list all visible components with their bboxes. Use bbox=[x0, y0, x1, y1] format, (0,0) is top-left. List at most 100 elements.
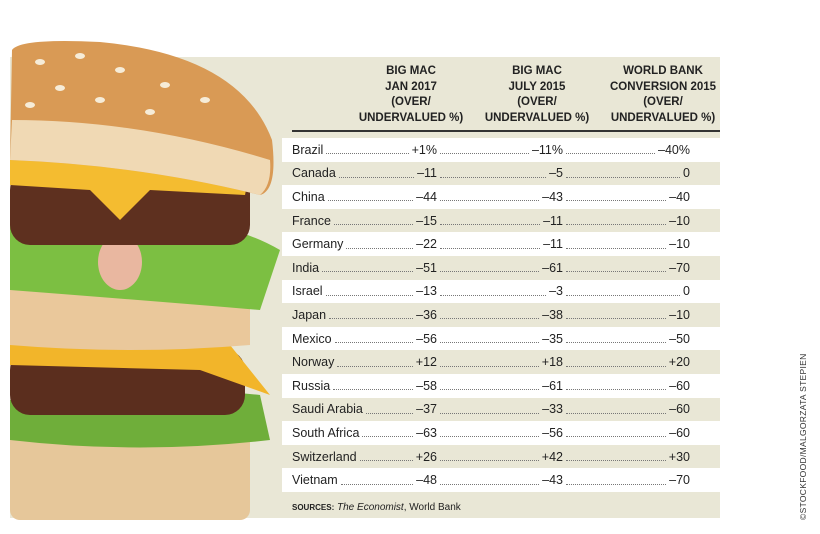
country-name: Saudi Arabia bbox=[292, 402, 363, 417]
column-header: BIG MAC JULY 2015 (OVER/UNDERVALUED %) bbox=[474, 64, 600, 126]
burger-image bbox=[10, 41, 280, 520]
cell-value: –38 bbox=[542, 307, 563, 322]
country-name: France bbox=[292, 213, 331, 228]
cell-value: –33 bbox=[542, 402, 563, 417]
cell-value: –43 bbox=[542, 189, 563, 204]
country-name: Israel bbox=[292, 284, 323, 299]
table-row: Germany –22 –11 –10 bbox=[282, 232, 720, 256]
table-row: Saudi Arabia –37 –33 –60 bbox=[282, 398, 720, 422]
row-segment: Mexico –56 bbox=[292, 327, 437, 351]
dot-leader bbox=[333, 224, 414, 226]
dot-leader bbox=[566, 176, 681, 178]
row-segment: –11 bbox=[437, 232, 563, 256]
cell-value: –11% bbox=[531, 142, 563, 157]
table-row: France –15 –11 –10 bbox=[282, 209, 720, 233]
cell-value: –11 bbox=[543, 237, 563, 252]
dot-leader bbox=[440, 271, 540, 273]
dot-leader bbox=[326, 153, 409, 155]
row-segment: –10 bbox=[563, 232, 690, 256]
table-row: Mexico –56 –35 –50 bbox=[282, 326, 720, 351]
row-segment: France –15 bbox=[292, 209, 437, 233]
row-segment: –60 bbox=[563, 421, 690, 445]
row-segment: Canada –11 bbox=[292, 162, 437, 186]
country-name: India bbox=[292, 260, 320, 275]
dot-leader bbox=[334, 342, 414, 344]
row-segment: China –44 bbox=[292, 185, 437, 209]
country-name: Vietnam bbox=[292, 473, 338, 488]
dot-leader bbox=[566, 483, 667, 485]
header-line: (OVER/ bbox=[643, 96, 683, 108]
dot-leader bbox=[566, 318, 667, 320]
country-name: Germany bbox=[292, 237, 344, 252]
row-segment: +30 bbox=[563, 445, 690, 469]
cell-value: –50 bbox=[669, 331, 690, 346]
column-header: BIG MAC JAN 2017 (OVER/UNDERVALUED %) bbox=[348, 64, 474, 126]
cell-value: +30 bbox=[668, 449, 690, 464]
cell-value: –60 bbox=[669, 378, 690, 393]
cell-value: –61 bbox=[542, 378, 563, 393]
cell-value: +1% bbox=[411, 142, 437, 157]
dot-leader bbox=[322, 271, 414, 273]
dot-leader bbox=[440, 460, 539, 462]
cell-value: –36 bbox=[416, 307, 437, 322]
dot-leader bbox=[440, 483, 540, 485]
dot-leader bbox=[566, 436, 667, 438]
row-segment: –38 bbox=[437, 303, 563, 327]
cell-value: –35 bbox=[542, 331, 563, 346]
dot-leader bbox=[566, 412, 667, 414]
country-name: Mexico bbox=[292, 331, 332, 346]
row-segment: –11% bbox=[437, 138, 563, 162]
row-segment: –43 bbox=[437, 468, 563, 492]
table-row: Canada –11 –5 0 bbox=[282, 162, 720, 186]
dot-leader bbox=[440, 436, 540, 438]
dot-leader bbox=[566, 365, 666, 367]
header-rule bbox=[292, 130, 720, 132]
header-line: (OVER/ bbox=[391, 96, 431, 108]
row-segment: Germany –22 bbox=[292, 232, 437, 256]
cell-value: 0 bbox=[683, 166, 690, 181]
cell-value: –63 bbox=[416, 425, 437, 440]
cell-value: –10 bbox=[669, 307, 690, 322]
header-line: UNDERVALUED %) bbox=[358, 111, 464, 124]
header-line: WORLD BANK bbox=[623, 65, 703, 77]
header-line: BIG MAC bbox=[512, 65, 562, 77]
header-line: (OVER/ bbox=[517, 96, 557, 108]
row-segment: 0 bbox=[563, 280, 690, 304]
row-segment: –60 bbox=[563, 398, 690, 422]
country-name: Russia bbox=[292, 378, 331, 393]
row-segment: Japan –36 bbox=[292, 303, 437, 327]
country-name: China bbox=[292, 189, 325, 204]
dot-leader bbox=[440, 365, 539, 367]
cell-value: –61 bbox=[542, 260, 563, 275]
photo-credit: ©STOCKFOOD/MALGORZATA STEPIEN bbox=[798, 353, 808, 520]
country-name: Brazil bbox=[292, 142, 324, 157]
cell-value: +20 bbox=[668, 355, 690, 370]
header-line: JAN 2017 bbox=[385, 80, 437, 93]
table-row: Brazil +1% –11% –40% bbox=[282, 138, 720, 162]
row-segment: Russia –58 bbox=[292, 374, 437, 398]
table-row: Switzerland +26 +42 +30 bbox=[282, 445, 720, 469]
sources-rest: , World Bank bbox=[403, 502, 461, 513]
dot-leader bbox=[566, 200, 667, 202]
cell-value: –51 bbox=[416, 260, 437, 275]
row-segment: South Africa –63 bbox=[292, 421, 437, 445]
cell-value: –40 bbox=[669, 189, 690, 204]
cell-value: +18 bbox=[541, 355, 563, 370]
row-segment: Brazil +1% bbox=[292, 138, 437, 162]
row-segment: –61 bbox=[437, 374, 563, 398]
cell-value: +42 bbox=[541, 449, 563, 464]
cell-value: –15 bbox=[416, 213, 437, 228]
cell-value: –13 bbox=[416, 284, 437, 299]
country-name: Canada bbox=[292, 166, 336, 181]
cell-value: –48 bbox=[416, 473, 437, 488]
dot-leader bbox=[566, 224, 667, 226]
cell-value: –10 bbox=[669, 213, 690, 228]
cell-value: –40% bbox=[658, 142, 690, 157]
dot-leader bbox=[333, 389, 414, 391]
cell-value: 0 bbox=[683, 284, 690, 299]
dot-leader bbox=[440, 318, 540, 320]
cell-value: –10 bbox=[669, 237, 690, 252]
cell-value: –22 bbox=[416, 237, 437, 252]
cell-value: +12 bbox=[415, 355, 437, 370]
